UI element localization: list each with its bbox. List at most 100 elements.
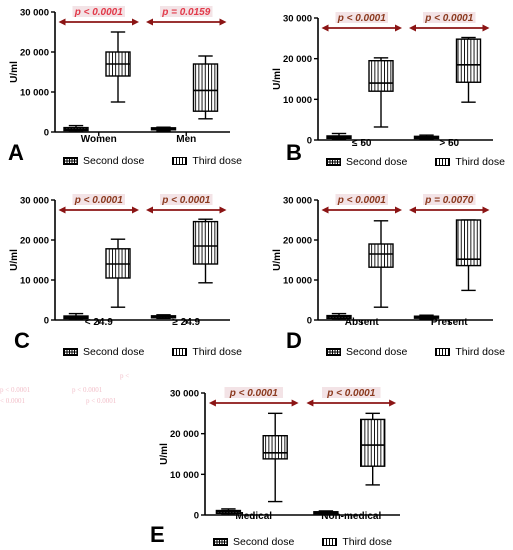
legend-label: Third dose xyxy=(192,155,242,167)
box-second-dose xyxy=(326,132,352,141)
y-tick-label: 10 000 xyxy=(283,95,312,106)
chart-panel-d: 0 10 000 20 000 30 000 U/ml Absent p < 0.0001 P… xyxy=(256,182,513,360)
pvalue-arrowhead-right xyxy=(132,18,139,26)
panel-letter-e: E xyxy=(150,522,165,547)
chart-svg-c: 0 10 000 20 000 30 000 U/ml < 24.9 p < 0.0001 ≥… xyxy=(9,194,230,328)
legend: Second dose Third dose xyxy=(326,156,505,168)
y-tick-label: 30 000 xyxy=(283,196,312,207)
y-tick-label: 0 xyxy=(194,511,199,522)
legend-swatch xyxy=(326,348,341,356)
y-tick-label: 0 xyxy=(307,136,312,147)
pvalue-arrowhead-left xyxy=(146,206,153,214)
legend-second-dose: Second dose xyxy=(63,346,144,358)
box-third-dose xyxy=(192,55,219,120)
y-axis-label: U/ml xyxy=(159,443,170,465)
legend-label: Third dose xyxy=(455,156,505,168)
pvalue-arrowhead-left xyxy=(208,399,216,407)
box-second-dose xyxy=(63,312,89,321)
pvalue-label: p < 0.0001 xyxy=(161,195,211,206)
box-third-dose xyxy=(105,31,131,103)
box-second-dose xyxy=(150,126,177,132)
pvalue-label: p = 0.0070 xyxy=(424,195,474,206)
legend-swatch xyxy=(63,157,78,165)
legend: Second dose Third dose xyxy=(213,536,392,548)
x-tick-label: Absent xyxy=(345,317,380,328)
x-tick-label: ≤ 50 xyxy=(352,138,372,149)
ghost-text-2: p < 0.0001 xyxy=(0,386,31,394)
pvalue-bg xyxy=(423,194,476,205)
y-tick-label: 20 000 xyxy=(170,429,199,440)
legend: Second dose Third dose xyxy=(63,346,242,358)
pvalue-bg xyxy=(160,194,213,205)
legend: Second dose Third dose xyxy=(63,155,242,167)
chart-svg-d: 0 10 000 20 000 30 000 U/ml Absent p < 0.0001 P… xyxy=(272,194,493,328)
legend-label: Third dose xyxy=(192,346,242,358)
chart-panel-c: 0 10 000 20 000 30 000 U/ml < 24.9 p < 0.0001 ≥… xyxy=(0,182,256,360)
ghost-text-5: p < 0.0001 xyxy=(86,397,117,405)
pvalue-arrowhead-left xyxy=(58,206,66,214)
box-body xyxy=(359,418,386,467)
panel-letter-a: A xyxy=(8,140,24,165)
x-tick-label: Men xyxy=(176,134,196,145)
legend-second-dose: Second dose xyxy=(326,346,407,358)
legend-swatch xyxy=(435,348,451,356)
ghost-text-1: p < xyxy=(120,372,130,380)
box-second-dose xyxy=(413,134,440,141)
legend-swatch xyxy=(213,538,228,546)
pvalue-bg xyxy=(335,12,388,23)
chart-panel-b: 0 10 000 20 000 30 000 U/ml ≤ 50 p < 0.0001 > 5… xyxy=(256,0,513,178)
legend-swatch xyxy=(435,158,451,166)
y-tick-label: 10 000 xyxy=(170,470,199,481)
box-body xyxy=(455,219,482,267)
legend-second-dose: Second dose xyxy=(213,536,294,548)
pvalue-arrowhead-right xyxy=(132,206,139,214)
chart-svg-b: 0 10 000 20 000 30 000 U/ml ≤ 50 p < 0.0001 > 5… xyxy=(272,12,493,149)
legend-swatch xyxy=(172,157,188,165)
pvalue-arrowhead-right xyxy=(389,399,397,407)
pvalue-label: p < 0.0001 xyxy=(74,7,124,18)
x-tick-label: Present xyxy=(431,317,468,328)
legend-label: Third dose xyxy=(455,346,505,358)
pvalue-arrowhead-right xyxy=(219,206,227,214)
y-axis-label: U/ml xyxy=(9,61,20,83)
y-tick-label: 10 000 xyxy=(20,276,49,287)
box-third-dose xyxy=(368,57,394,128)
pvalue-bg xyxy=(423,12,476,23)
pvalue-label: p = 0.0159 xyxy=(161,7,211,18)
box-body xyxy=(192,220,219,265)
panel-letter-b: B xyxy=(286,140,302,165)
y-tick-label: 0 xyxy=(44,128,49,139)
legend-label: Second dose xyxy=(346,346,408,358)
x-tick-label: > 50 xyxy=(439,138,459,149)
legend-label: Second dose xyxy=(83,346,145,358)
y-tick-label: 0 xyxy=(44,316,49,327)
pvalue-arrowhead-left xyxy=(306,399,314,407)
pvalue-arrowhead-left xyxy=(146,18,153,26)
legend-third-dose: Third dose xyxy=(322,536,392,548)
box-body xyxy=(368,60,394,92)
ghost-text-4: p < 0.0001 xyxy=(72,386,103,394)
pvalue-bg xyxy=(160,6,213,17)
y-tick-label: 20 000 xyxy=(283,54,312,65)
box-second-dose xyxy=(150,314,177,320)
legend-third-dose: Third dose xyxy=(172,346,242,358)
y-tick-label: 30 000 xyxy=(20,196,49,207)
box-second-dose xyxy=(326,312,352,321)
legend-swatch xyxy=(63,348,78,356)
pvalue-arrowhead-right xyxy=(482,206,490,214)
x-tick-label: Non-medical xyxy=(321,511,381,522)
pvalue-bg xyxy=(322,387,381,398)
legend-swatch xyxy=(322,538,338,546)
legend-label: Third dose xyxy=(342,536,392,548)
x-tick-label: Medical xyxy=(235,511,272,522)
pvalue-arrowhead-right xyxy=(395,24,402,32)
pvalue-label: p < 0.0001 xyxy=(229,388,279,399)
box-third-dose xyxy=(368,220,394,308)
box-third-dose xyxy=(359,412,386,486)
y-tick-label: 20 000 xyxy=(20,48,49,59)
x-tick-label: < 24.9 xyxy=(85,317,114,328)
legend-third-dose: Third dose xyxy=(435,346,505,358)
y-tick-label: 10 000 xyxy=(283,276,312,287)
pvalue-arrowhead-left xyxy=(321,206,329,214)
chart-panel-a: 0 10 000 20 000 30 000 U/ml Women p < 0.0001 Me… xyxy=(0,0,256,178)
